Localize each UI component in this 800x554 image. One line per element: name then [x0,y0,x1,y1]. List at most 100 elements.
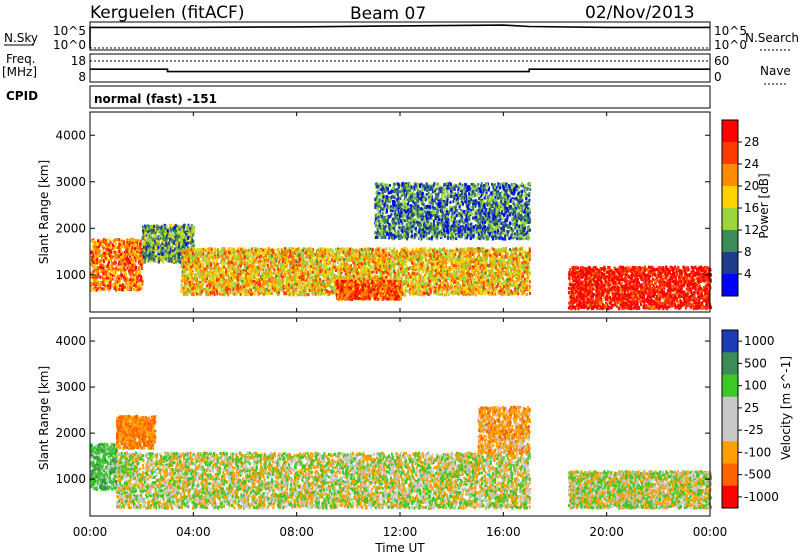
data-point [106,251,108,254]
data-point [96,280,98,283]
sky-right-tick-top: 10^5 [714,24,747,38]
data-point [97,239,99,242]
data-point [119,266,121,269]
data-point [91,274,93,277]
data-point [103,247,105,250]
data-point [132,278,134,281]
data-point [105,257,107,260]
data-point [107,273,109,276]
data-point [97,266,99,269]
data-point [130,282,132,285]
data-point [91,263,93,266]
data-point [116,252,118,255]
data-point [139,242,141,245]
data-point [124,286,126,289]
data-point [124,262,126,265]
data-point [135,239,137,242]
nave-right-label: Nave [760,64,791,78]
data-point [120,277,122,280]
data-point [124,278,126,281]
data-point [118,250,120,253]
beam-title: Beam 07 [350,4,426,24]
data-point [128,270,130,273]
data-point [99,255,101,258]
data-point [119,284,121,287]
data-point [97,283,99,286]
data-point [123,254,125,257]
data-point [126,238,128,241]
data-point [107,282,109,285]
data-point [95,260,97,263]
data-point [90,251,92,254]
data-point [97,242,99,245]
data-point [121,289,123,292]
data-point [137,280,139,283]
data-point [114,282,116,285]
data-point [135,243,137,246]
data-point [142,283,144,286]
data-point [128,250,130,253]
data-point [109,277,111,280]
data-point [127,248,129,251]
data-point [138,288,140,291]
data-point [142,280,144,283]
data-point [94,278,96,281]
data-point [99,266,101,269]
data-point [136,277,138,280]
data-point [127,281,129,284]
data-point [135,259,137,262]
data-point [93,283,95,286]
data-point [104,288,106,291]
search-right-label: N.Search [745,31,799,45]
data-point [92,240,94,243]
data-point [125,283,127,286]
nave-right-tick-bottom: 0 [714,70,722,84]
sky-left-tick-bottom: 10^0 [53,38,86,52]
data-point [113,262,115,265]
sky-count-line [90,25,710,48]
data-point [114,255,116,258]
data-point [118,245,120,248]
data-point [120,253,122,256]
data-point [130,273,132,276]
cpid-value: normal (fast) -151 [94,92,217,106]
freq-panel: Freq. [MHz] 18 8 60 0 Nave [2,52,791,84]
data-point [98,245,100,248]
data-point [130,287,132,290]
data-point [110,270,112,273]
freq-left-tick-top: 18 [71,54,86,68]
data-point [139,271,141,274]
data-point [131,252,133,255]
data-point [108,248,110,251]
data-point [91,256,93,259]
data-point [90,285,92,288]
freq-left-label-2: [MHz] [2,65,37,79]
data-point [102,287,104,290]
data-point [118,238,120,241]
data-point [138,266,140,269]
data-point [102,240,104,243]
data-point [122,283,124,286]
data-point [104,284,106,287]
data-point [131,260,133,263]
data-point [108,243,110,246]
data-point [109,285,111,288]
sky-left-label: N.Sky [4,31,38,45]
data-point [110,258,112,261]
data-point [113,283,115,286]
data-point [97,250,99,253]
data-point [129,261,131,264]
data-point [140,259,142,262]
data-point [112,244,114,247]
data-point [94,248,96,251]
data-point [141,267,143,270]
station-title: Kerguelen (fitACF) [90,3,244,23]
data-point [135,267,137,270]
data-point [116,238,118,241]
data-point [92,279,94,282]
data-point [123,266,125,269]
data-point [107,258,109,261]
data-point [120,249,122,252]
data-point [95,252,97,255]
